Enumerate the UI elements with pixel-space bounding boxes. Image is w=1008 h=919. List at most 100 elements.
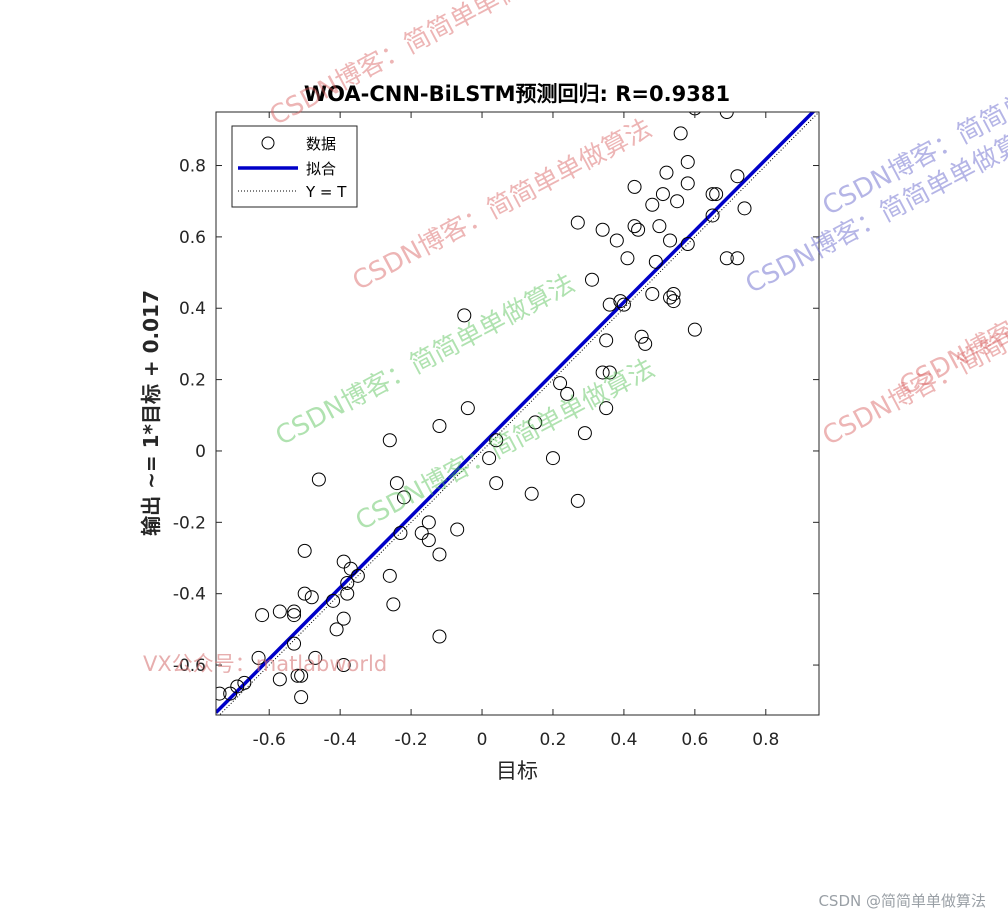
data-point bbox=[382, 433, 397, 448]
data-point bbox=[251, 650, 266, 665]
y-tick-label: 0.4 bbox=[179, 299, 206, 319]
data-point bbox=[350, 568, 365, 583]
data-point bbox=[645, 286, 660, 301]
data-point bbox=[414, 526, 429, 541]
data-point bbox=[666, 294, 681, 309]
x-tick-label: 0.2 bbox=[539, 730, 566, 750]
data-point bbox=[308, 650, 323, 665]
data-point bbox=[297, 586, 312, 601]
data-point bbox=[329, 622, 344, 637]
data-point bbox=[223, 686, 238, 701]
y-axis-ticks: -0.6 -0.4 -0.2 0 0.2 0.4 0.6 0.8 bbox=[173, 157, 819, 676]
data-point bbox=[545, 451, 560, 466]
data-point bbox=[421, 533, 436, 548]
data-point bbox=[553, 376, 568, 391]
data-point bbox=[737, 201, 752, 216]
data-point bbox=[595, 222, 610, 237]
data-point bbox=[577, 426, 592, 441]
data-point bbox=[460, 401, 475, 416]
y-tick-label: -0.6 bbox=[173, 656, 206, 676]
plot-lines bbox=[216, 112, 819, 715]
data-point bbox=[528, 415, 543, 430]
data-point bbox=[687, 322, 702, 337]
data-point bbox=[382, 568, 397, 583]
data-point bbox=[290, 668, 305, 683]
data-point bbox=[326, 593, 341, 608]
data-point bbox=[570, 215, 585, 230]
data-point bbox=[680, 237, 695, 252]
data-point bbox=[560, 386, 575, 401]
data-point bbox=[570, 493, 585, 508]
data-point bbox=[719, 112, 734, 119]
data-point bbox=[340, 575, 355, 590]
x-tick-label: 0.6 bbox=[681, 730, 708, 750]
data-point bbox=[609, 233, 624, 248]
x-tick-label: -0.2 bbox=[395, 730, 428, 750]
footer-watermark: CSDN @简简单单做算法 bbox=[818, 892, 986, 910]
x-axis-ticks: -0.6 -0.4 -0.2 0 0.2 0.4 0.6 0.8 bbox=[253, 112, 779, 750]
chart-title: WOA-CNN-BiLSTM预测回归: R=0.9381 bbox=[304, 82, 730, 106]
y-tick-label: 0 bbox=[195, 442, 206, 462]
data-point bbox=[616, 297, 631, 312]
legend-label-fit: 拟合 bbox=[306, 160, 336, 178]
data-point bbox=[595, 365, 610, 380]
legend-label-data: 数据 bbox=[306, 135, 336, 153]
data-point bbox=[602, 297, 617, 312]
data-point bbox=[432, 629, 447, 644]
data-point bbox=[294, 690, 309, 705]
data-point bbox=[396, 490, 411, 505]
data-point bbox=[457, 308, 472, 323]
data-point bbox=[730, 169, 745, 184]
plot-frame bbox=[215, 111, 820, 716]
data-point bbox=[272, 604, 287, 619]
data-point bbox=[304, 590, 319, 605]
data-point bbox=[386, 597, 401, 612]
data-point bbox=[659, 165, 674, 180]
x-tick-label: -0.6 bbox=[253, 730, 286, 750]
data-point bbox=[599, 333, 614, 348]
data-point bbox=[631, 222, 646, 237]
data-point bbox=[524, 486, 539, 501]
data-point bbox=[255, 608, 270, 623]
y-tick-label: -0.2 bbox=[173, 513, 206, 533]
data-point bbox=[272, 672, 287, 687]
data-point bbox=[645, 197, 660, 212]
data-point bbox=[655, 187, 670, 202]
legend-label-identity: Y = T bbox=[305, 183, 347, 201]
data-points bbox=[216, 112, 752, 705]
data-point bbox=[663, 290, 678, 305]
data-point bbox=[634, 329, 649, 344]
data-point bbox=[627, 179, 642, 194]
data-point bbox=[287, 604, 302, 619]
data-point bbox=[311, 472, 326, 487]
fit-line bbox=[216, 112, 816, 714]
data-point bbox=[620, 251, 635, 266]
data-point bbox=[287, 636, 302, 651]
data-point bbox=[297, 543, 312, 558]
data-point bbox=[648, 254, 663, 269]
data-point bbox=[719, 251, 734, 266]
watermark-vx: VX公众号：matlabworld bbox=[143, 652, 388, 676]
y-tick-label: 0.8 bbox=[179, 157, 206, 177]
x-tick-label: -0.4 bbox=[324, 730, 357, 750]
data-point bbox=[230, 679, 245, 694]
data-point bbox=[237, 675, 252, 690]
data-point bbox=[638, 336, 653, 351]
data-point bbox=[670, 194, 685, 209]
y-axis-label: 输出 ~= 1*目标 + 0.017 bbox=[139, 290, 163, 536]
data-point bbox=[680, 176, 695, 191]
data-point bbox=[652, 219, 667, 234]
x-axis-label: 目标 bbox=[496, 759, 538, 783]
data-point bbox=[294, 668, 309, 683]
data-point bbox=[393, 526, 408, 541]
data-point bbox=[432, 418, 447, 433]
y-tick-label: 0.6 bbox=[179, 228, 206, 248]
data-point bbox=[599, 401, 614, 416]
data-point bbox=[482, 451, 497, 466]
data-point bbox=[389, 476, 404, 491]
x-tick-label: 0 bbox=[477, 730, 488, 750]
data-point bbox=[336, 611, 351, 626]
data-point bbox=[287, 608, 302, 623]
data-point bbox=[336, 554, 351, 569]
